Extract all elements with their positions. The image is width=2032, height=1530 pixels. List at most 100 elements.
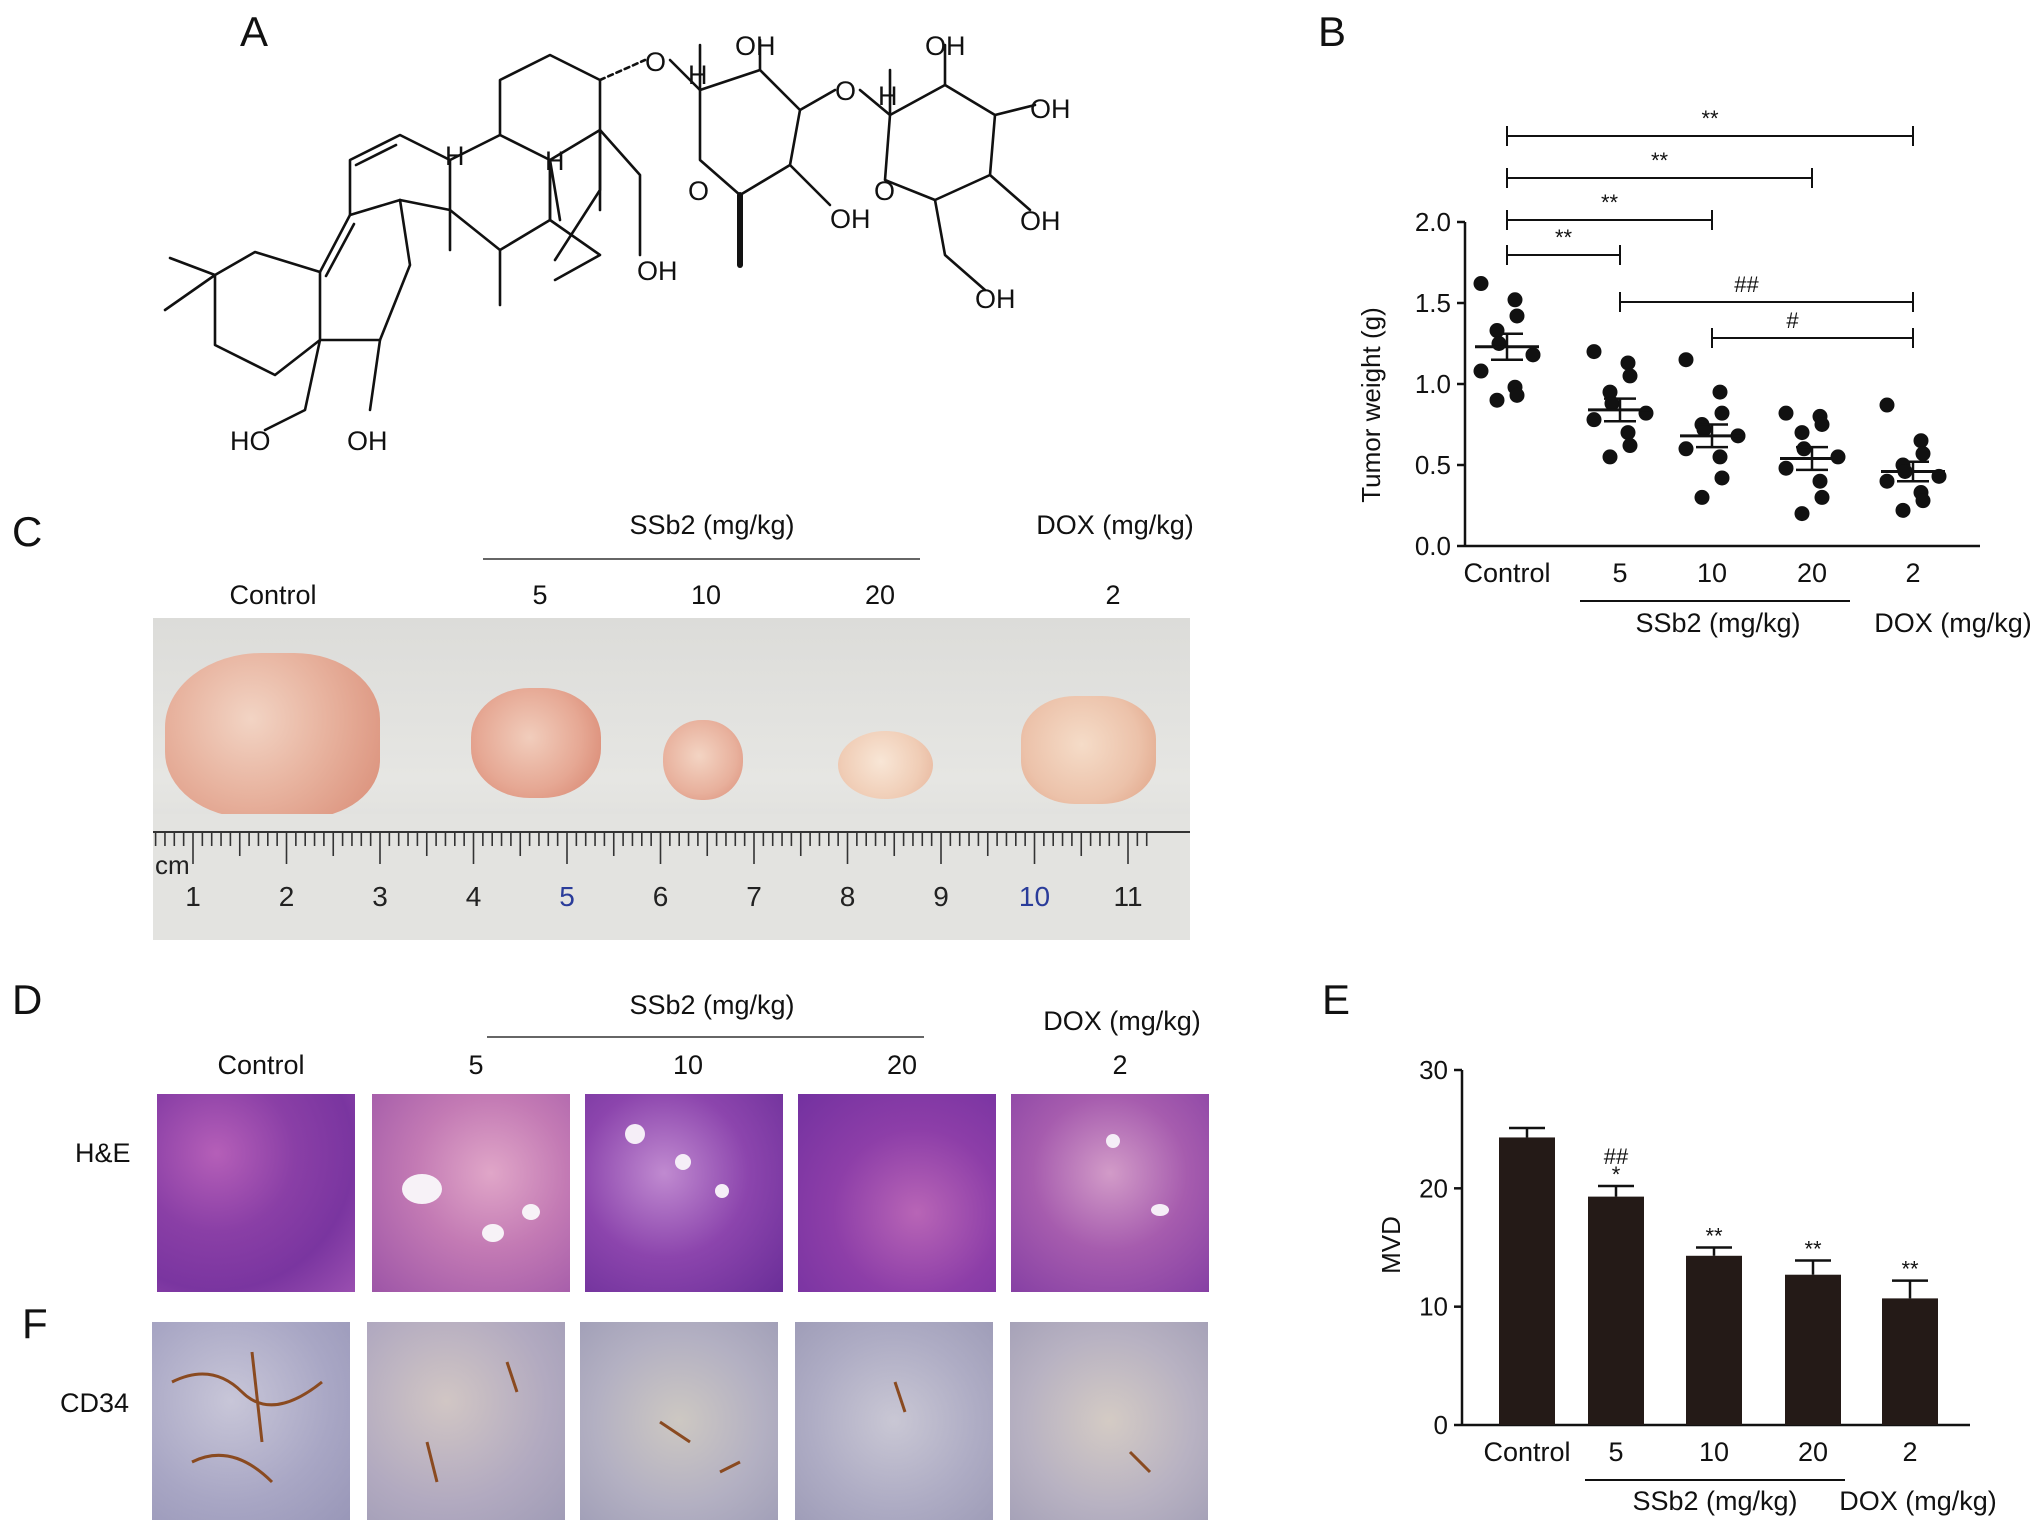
b-data-point [1895, 502, 1911, 518]
e-bar [1785, 1274, 1841, 1425]
b-data-point [1778, 405, 1794, 421]
c-dose-5: 5 [532, 580, 548, 610]
e-y-tick-label: 10 [1419, 1292, 1448, 1322]
b-data-point [1778, 460, 1794, 476]
e-sig-label: * [1612, 1162, 1621, 1187]
atom-oh7: OH [637, 256, 678, 286]
d-dose-5: 5 [468, 1050, 484, 1080]
c-ssb2-bracket [483, 558, 920, 560]
b-data-point [1509, 308, 1525, 324]
b-data-point [1915, 446, 1931, 462]
e-sig-label: ** [1705, 1224, 1723, 1249]
ruler-mark: 8 [840, 881, 856, 912]
b-data-point [1622, 368, 1638, 384]
b-data-point [1489, 323, 1505, 339]
c-ssb2-label: SSb2 (mg/kg) [629, 510, 795, 540]
b-sig-label: ** [1651, 148, 1669, 173]
b-data-point [1712, 384, 1728, 400]
d-dose-2: 2 [1112, 1050, 1128, 1080]
b-data-point [1830, 449, 1846, 465]
chemical-structure: H H H H O O O O OH OH OH OH OH OH OH OH … [163, 31, 1071, 456]
b-sig-label: ** [1555, 225, 1573, 250]
b-data-point [1879, 473, 1895, 489]
b-x-tick-label: 10 [1697, 558, 1727, 588]
cd34-image-ssb2-20 [795, 1322, 993, 1520]
b-y-tick-label: 2.0 [1415, 207, 1451, 237]
d-ssb2-bracket [487, 1036, 924, 1038]
ruler-mark: 1 [185, 881, 201, 912]
tumor-dox-2 [1021, 696, 1156, 804]
b-x-tick-label: 2 [1905, 558, 1920, 588]
tumor-photo: 1 2 3 4 5 6 7 8 9 10 11 cm [153, 618, 1190, 940]
ruler: 1 2 3 4 5 6 7 8 9 10 11 cm [153, 814, 1190, 940]
cd34-row-label: CD34 [60, 1388, 130, 1418]
c-dose-10: 10 [690, 580, 722, 610]
atom-oh6: OH [975, 284, 1016, 314]
atom-oh1: OH [735, 31, 776, 61]
tumor-ssb2-10 [663, 720, 743, 800]
ruler-mark: 2 [279, 881, 295, 912]
c-dose-20: 20 [864, 580, 896, 610]
cd34-image-ssb2-5 [367, 1322, 565, 1520]
mvd-y-axis-label: MVD [1376, 1216, 1406, 1274]
he-image-ssb2-20 [798, 1094, 996, 1292]
b-data-point [1915, 493, 1931, 509]
c-control-label: Control [229, 580, 317, 610]
he-image-dox-2 [1011, 1094, 1209, 1292]
d-dox-label: DOX (mg/kg) [1043, 1006, 1201, 1036]
b-data-point [1473, 363, 1489, 379]
he-image-ssb2-5 [372, 1094, 570, 1292]
atom-h1: H [445, 141, 465, 171]
panel-letter-a: A [240, 8, 269, 55]
b-sig-label: ## [1734, 272, 1759, 297]
d-control-label: Control [217, 1050, 305, 1080]
e-bar [1882, 1298, 1938, 1425]
e-y-tick-label: 20 [1419, 1173, 1448, 1203]
b-data-point [1814, 417, 1830, 432]
b-ssb2-label: SSb2 (mg/kg) [1635, 608, 1800, 638]
ruler-mark: 7 [746, 881, 762, 912]
b-y-tick-label: 1.0 [1415, 369, 1451, 399]
b-x-tick-label: 20 [1797, 558, 1827, 588]
b-data-point [1712, 449, 1728, 465]
ruler-mark: 10 [1019, 881, 1050, 912]
atom-oh4: OH [1020, 206, 1061, 236]
panel-letter-c: C [12, 508, 43, 555]
b-data-point [1509, 387, 1525, 403]
e-y-tick-label: 30 [1419, 1055, 1448, 1085]
tumor-control [165, 653, 380, 818]
atom-h3: H [688, 60, 708, 90]
panel-letter-e: E [1322, 976, 1351, 1023]
atom-o3: O [688, 176, 709, 206]
b-data-point [1586, 412, 1602, 428]
b-x-tick-label: 5 [1612, 558, 1627, 588]
b-data-point [1913, 433, 1929, 449]
atom-o1: O [645, 47, 666, 77]
b-sig-label: ** [1601, 190, 1619, 215]
b-data-point [1714, 470, 1730, 486]
ruler-unit-label: cm [155, 850, 190, 880]
tumor-ssb2-5 [471, 688, 601, 798]
d-dose-20: 20 [886, 1050, 918, 1080]
b-sig-label: ** [1701, 106, 1719, 131]
mvd-plot-area: 0 10 20 30 *## ** ** ** Control 5 10 20 2 SSb2 (mg/kg… [1419, 1055, 1997, 1516]
ruler-mark: 11 [1113, 881, 1142, 912]
ruler-mark: 4 [466, 881, 482, 912]
cd34-image-ssb2-10 [580, 1322, 778, 1520]
b-sig-label: # [1786, 308, 1799, 333]
b-data-point [1491, 336, 1507, 351]
cd34-image-control [152, 1322, 350, 1520]
d-dose-10: 10 [672, 1050, 704, 1080]
atom-oh8: OH [347, 426, 388, 456]
tumor-weight-chart: 0.0 0.5 1.0 1.5 2.0 Control 5 10 20 2 SSb2 (mg/kg)… [1356, 106, 2030, 638]
b-data-point [1794, 425, 1810, 441]
b-data-point [1586, 344, 1602, 360]
cd34-image-dox-2 [1010, 1322, 1208, 1520]
c-dose-2: 2 [1105, 580, 1121, 610]
atom-o4: O [874, 176, 895, 206]
b-dox-label: DOX (mg/kg) [1874, 608, 2030, 638]
atom-o2: O [835, 76, 856, 106]
tumor-ssb2-20 [838, 731, 933, 799]
e-sig-label: ** [1901, 1257, 1919, 1282]
panel-letter-f: F [22, 1300, 48, 1347]
